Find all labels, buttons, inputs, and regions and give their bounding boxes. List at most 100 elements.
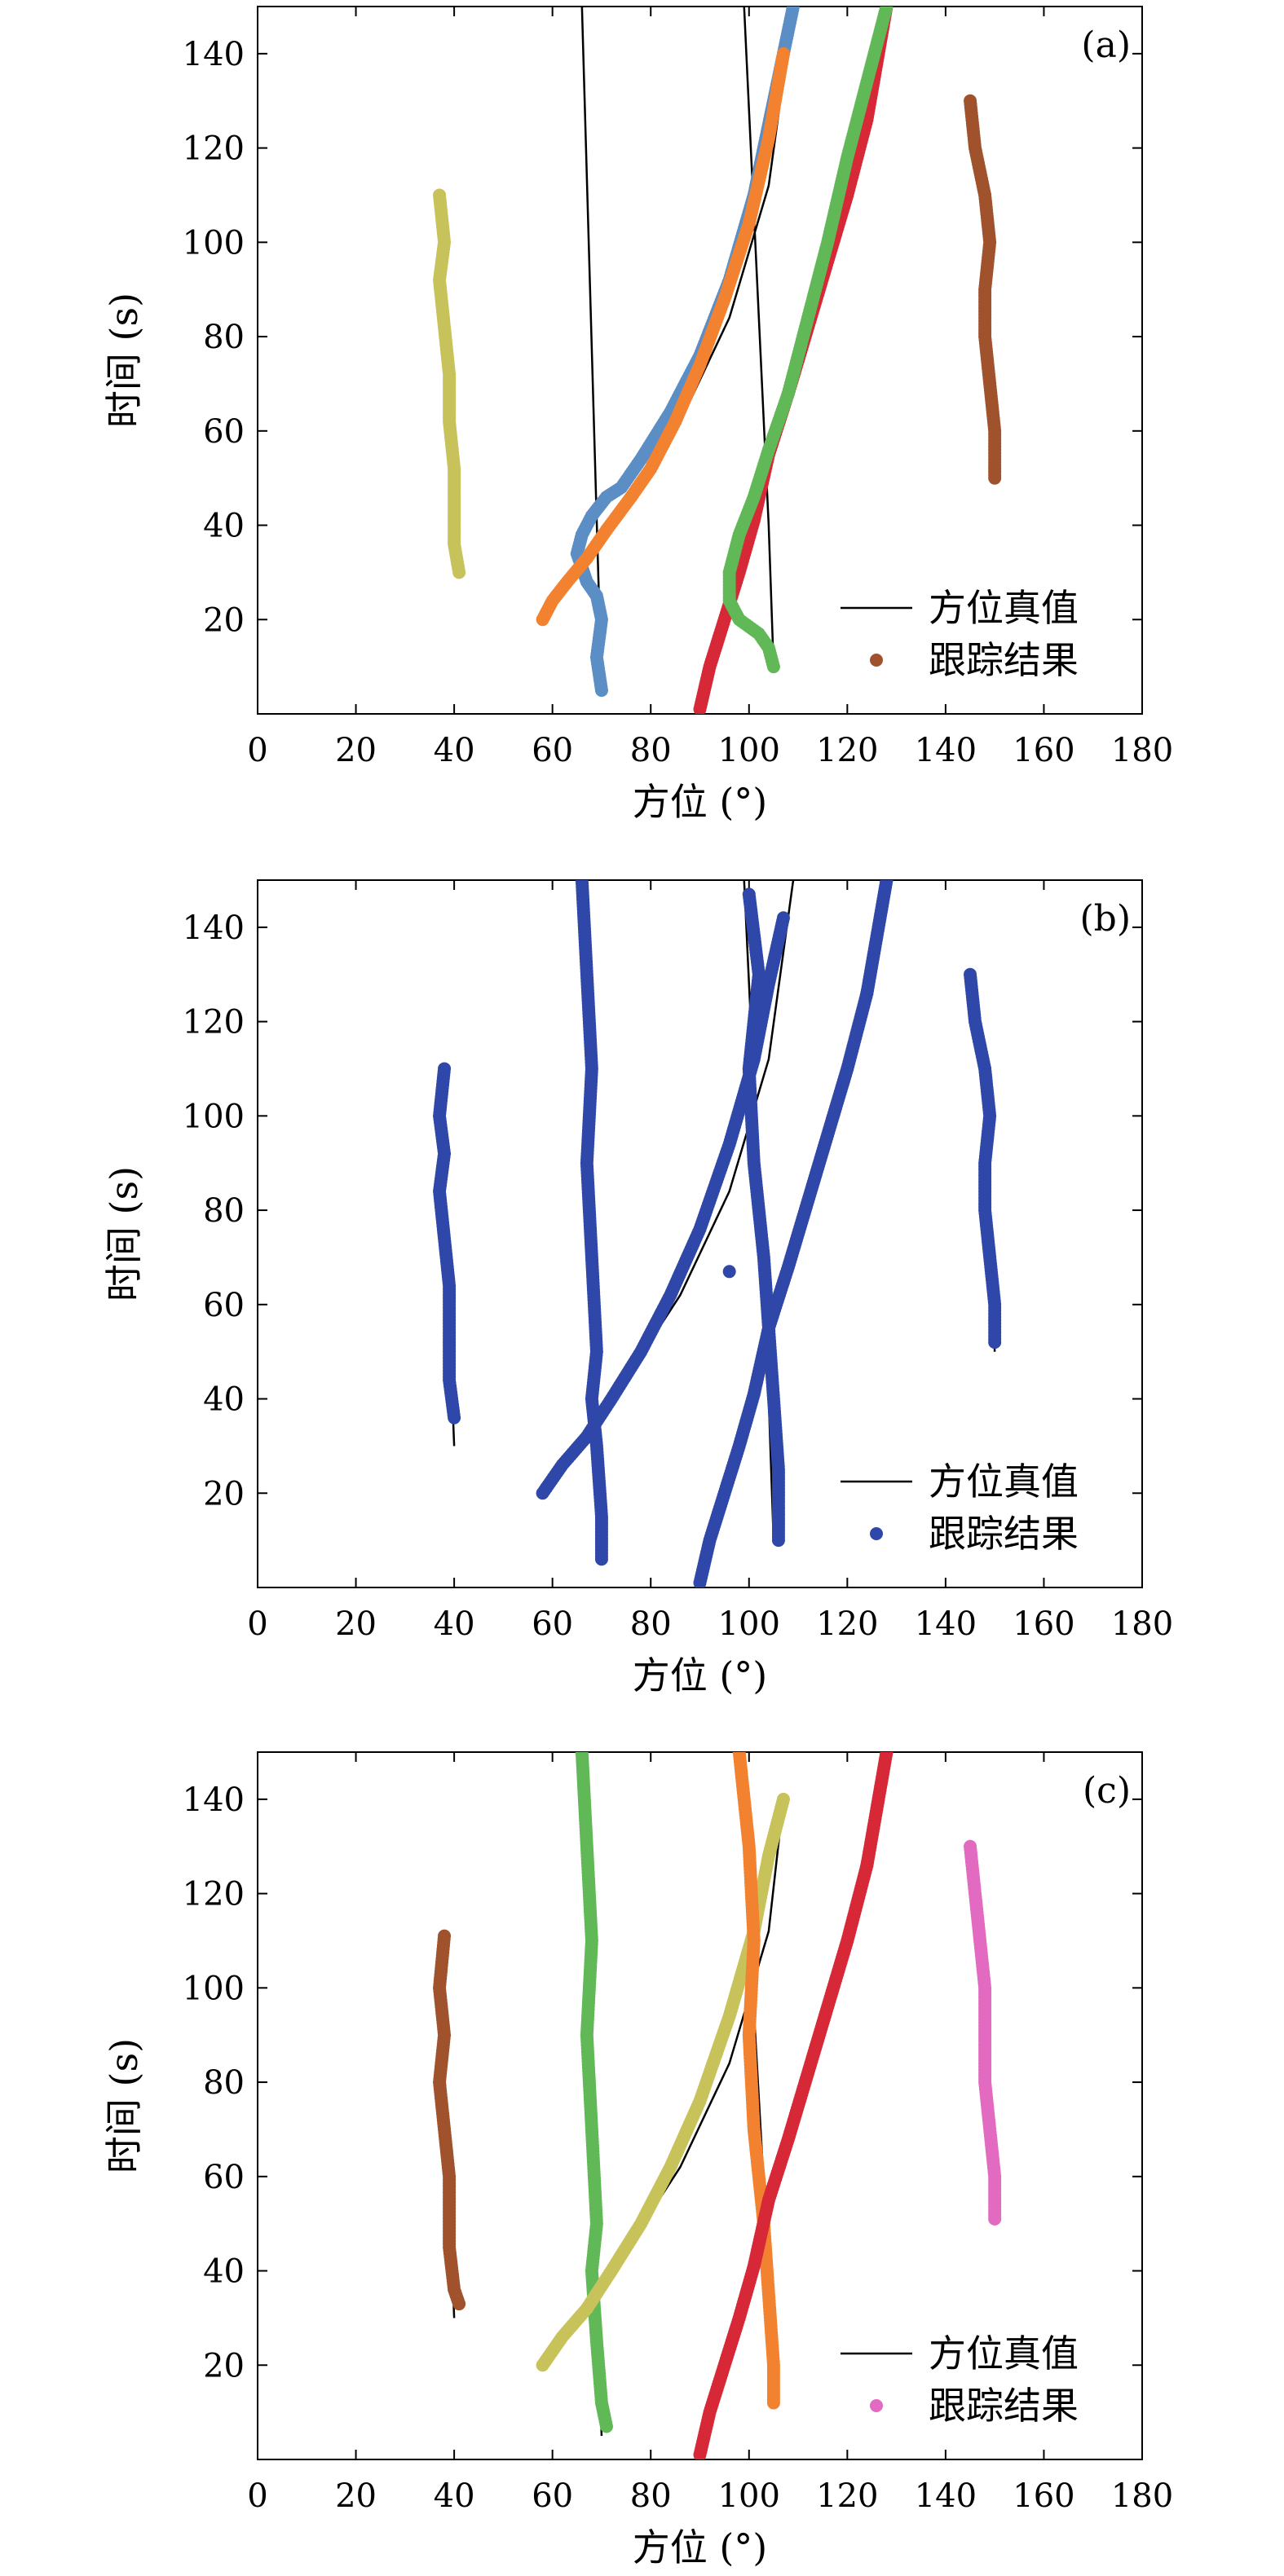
x-tick-label: 140 — [915, 2477, 977, 2515]
x-tick-label: 0 — [247, 732, 267, 769]
legend-truth-label: 方位真值 — [929, 2332, 1079, 2376]
x-tick-label: 100 — [718, 732, 780, 769]
x-tick-label: 60 — [532, 732, 573, 769]
x-tick-label: 80 — [630, 2477, 672, 2515]
x-tick-label: 180 — [1111, 732, 1173, 769]
y-tick-label: 140 — [183, 1781, 245, 1819]
y-tick-label: 20 — [203, 2347, 245, 2384]
track-series — [536, 911, 790, 1500]
track-point — [722, 1265, 736, 1279]
y-axis-label: 时间 (s) — [102, 293, 146, 428]
panel-1: 0 20 40 60 80 100 120 140 160 180 20 40 60 80 100 120 14… — [102, 6, 1173, 824]
x-tick-label: 40 — [434, 732, 475, 769]
legend-track-label: 跟踪结果 — [929, 638, 1079, 682]
track-point — [988, 2212, 1002, 2226]
plot-area — [433, 880, 1002, 1587]
track-point — [776, 46, 790, 60]
panel-3: 0 20 40 60 80 100 120 140 160 180 20 40 60 80 100 120 14… — [102, 1751, 1173, 2569]
y-tick-label: 60 — [203, 2159, 245, 2196]
track-series — [722, 7, 894, 674]
x-tick-label: 160 — [1013, 732, 1074, 769]
legend-track-label: 跟踪结果 — [929, 2384, 1079, 2428]
track-point — [594, 1552, 608, 1566]
track-point — [452, 566, 466, 579]
x-tick-label: 120 — [816, 1605, 878, 1643]
x-axis-label: 方位 (°) — [633, 2525, 768, 2569]
track-series — [964, 967, 1002, 1350]
plot-area — [433, 7, 1002, 714]
track-point — [452, 2297, 466, 2311]
x-tick-label: 160 — [1013, 2477, 1074, 2515]
track-point — [988, 1336, 1002, 1350]
x-tick-label: 60 — [532, 2477, 573, 2515]
track-series — [722, 1265, 736, 1279]
legend-point-swatch — [870, 2399, 883, 2412]
track-series — [575, 880, 608, 1566]
y-tick-label: 120 — [183, 130, 245, 168]
track-point — [880, 880, 894, 887]
x-tick-label: 100 — [718, 2477, 780, 2515]
y-tick-label: 120 — [183, 1004, 245, 1041]
panel-2: 0 20 40 60 80 100 120 140 160 180 20 40 60 80 100 120 14… — [102, 879, 1173, 1698]
y-tick-label: 60 — [203, 1287, 245, 1324]
panel-label: (b) — [1080, 898, 1132, 940]
x-tick-label: 40 — [434, 1605, 475, 1643]
track-point — [988, 471, 1002, 485]
track-series — [964, 94, 1002, 485]
track-series — [433, 1062, 461, 1425]
track-point — [776, 1792, 790, 1806]
y-tick-label: 120 — [183, 1876, 245, 1913]
x-tick-label: 100 — [718, 1605, 780, 1643]
panel-label: (c) — [1083, 1770, 1131, 1812]
panel-label: (a) — [1081, 24, 1131, 66]
x-tick-label: 0 — [247, 2477, 267, 2515]
track-series — [433, 1929, 466, 2311]
track-series — [693, 1752, 894, 2459]
track-point — [448, 1411, 461, 1425]
legend-truth-label: 方位真值 — [929, 586, 1079, 630]
track-point — [771, 1534, 785, 1548]
y-axis-label: 时间 (s) — [102, 1166, 146, 1301]
y-tick-label: 60 — [203, 413, 245, 451]
plot-area — [433, 1752, 1002, 2459]
y-tick-label: 80 — [203, 2064, 245, 2102]
legend-track-label: 跟踪结果 — [929, 1512, 1079, 1556]
y-tick-label: 140 — [183, 36, 245, 73]
x-tick-label: 60 — [532, 1605, 573, 1643]
track-point — [766, 2396, 780, 2410]
x-tick-label: 0 — [247, 1605, 267, 1643]
y-axis-label: 时间 (s) — [102, 2038, 146, 2173]
y-tick-label: 20 — [203, 1475, 245, 1513]
x-tick-label: 160 — [1013, 1605, 1074, 1643]
track-series — [693, 880, 894, 1587]
x-tick-label: 20 — [335, 732, 377, 769]
x-tick-label: 180 — [1111, 1605, 1173, 1643]
track-point — [787, 7, 801, 13]
y-tick-label: 80 — [203, 1192, 245, 1230]
x-axis-label: 方位 (°) — [633, 1653, 768, 1698]
x-tick-label: 20 — [335, 2477, 377, 2515]
y-tick-label: 40 — [203, 2253, 245, 2291]
x-tick-label: 180 — [1111, 2477, 1173, 2515]
y-tick-label: 100 — [183, 1970, 245, 2007]
y-tick-label: 100 — [183, 224, 245, 262]
y-tick-label: 80 — [203, 319, 245, 356]
track-series — [732, 1752, 780, 2410]
x-tick-label: 140 — [915, 732, 977, 769]
y-tick-label: 140 — [183, 909, 245, 947]
legend-point-swatch — [870, 1527, 883, 1540]
y-tick-label: 100 — [183, 1098, 245, 1135]
track-point — [776, 911, 790, 925]
x-axis-label: 方位 (°) — [633, 780, 768, 824]
track-point — [880, 1752, 894, 1759]
truth-line — [580, 7, 603, 691]
track-series — [536, 46, 790, 627]
x-tick-label: 140 — [915, 1605, 977, 1643]
x-tick-label: 80 — [630, 1605, 672, 1643]
legend-truth-label: 方位真值 — [929, 1460, 1079, 1504]
y-tick-label: 20 — [203, 601, 245, 639]
x-tick-label: 20 — [335, 1605, 377, 1643]
